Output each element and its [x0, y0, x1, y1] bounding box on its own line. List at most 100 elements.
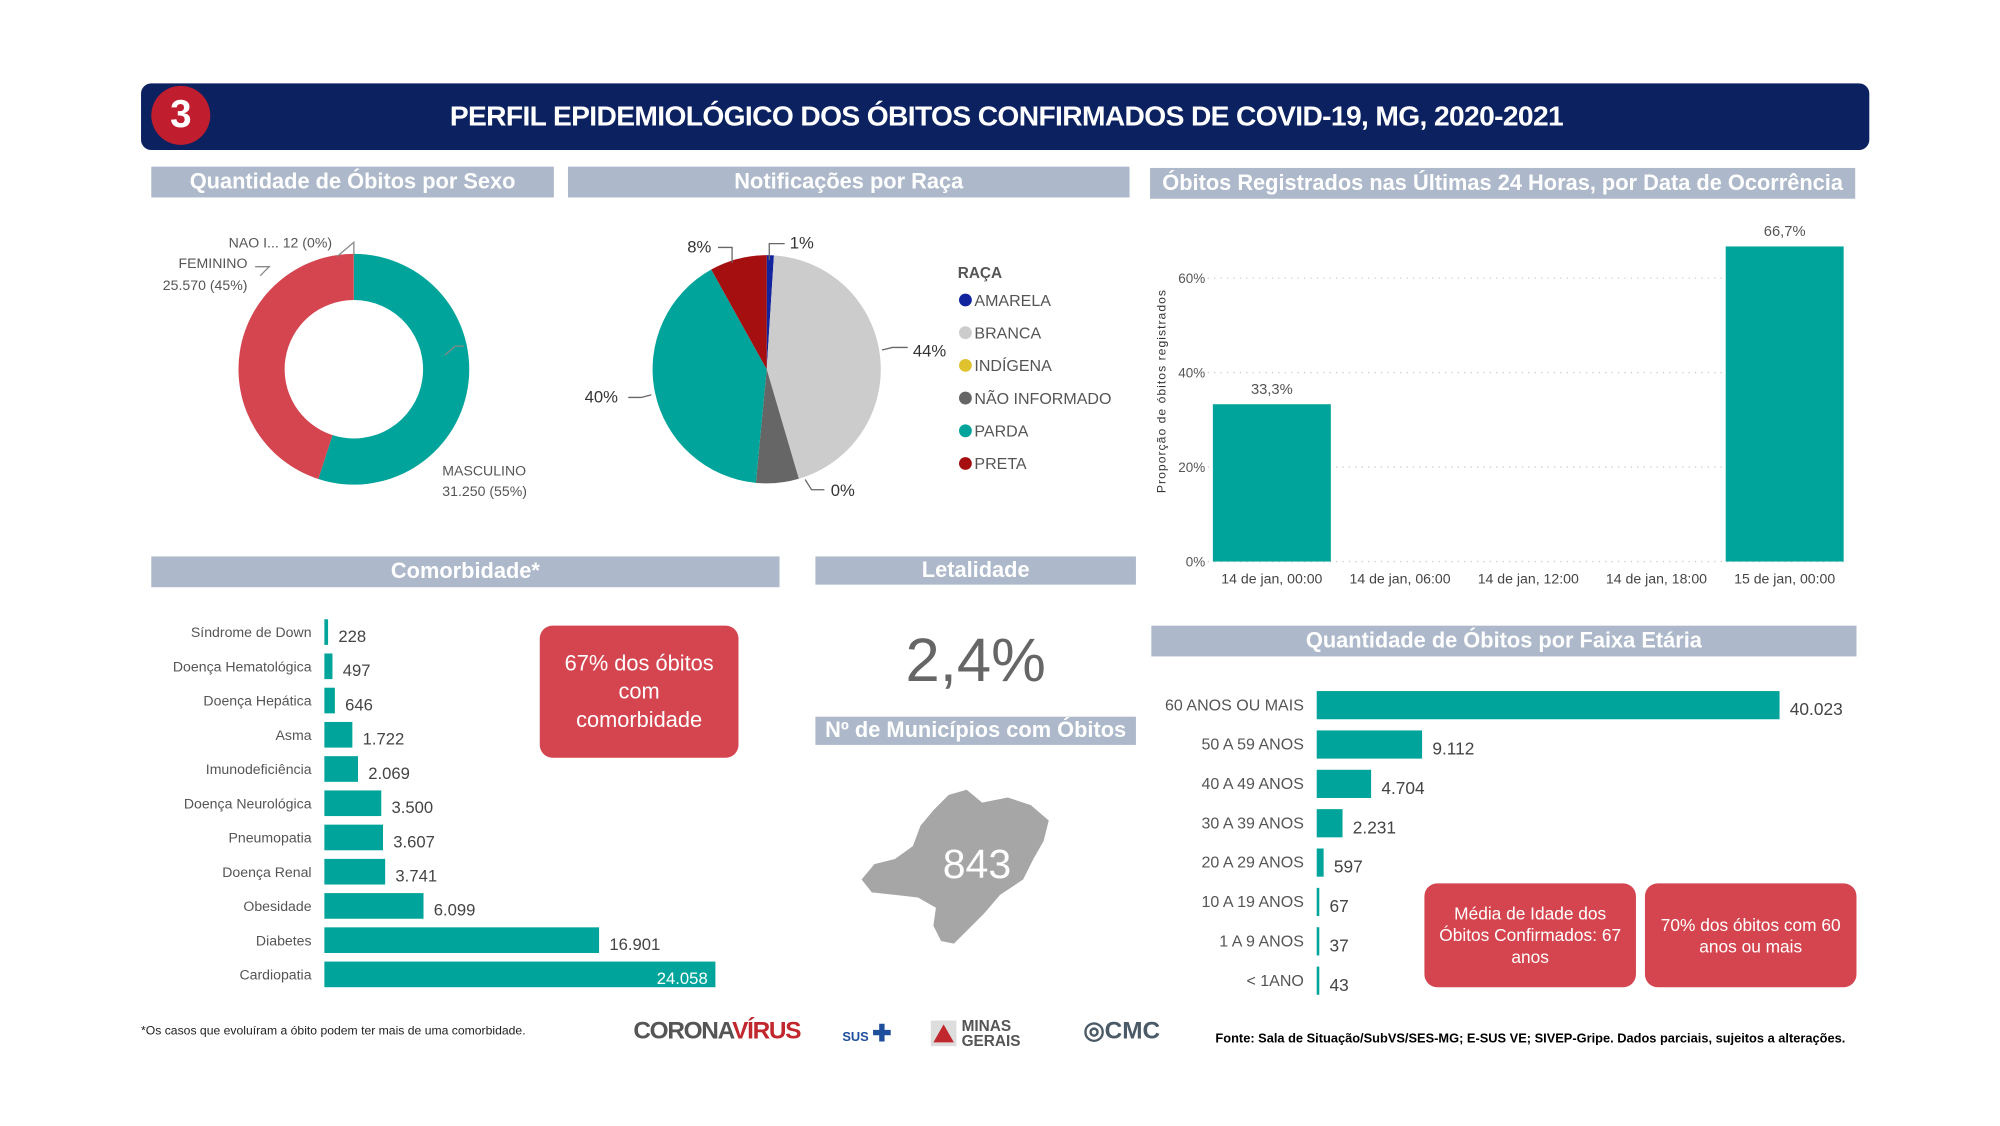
category-label: Diabetes [256, 932, 312, 948]
y-tick-label: 40% [1178, 366, 1205, 381]
category-label: Doença Renal [222, 864, 311, 880]
y-axis-label: Proporção de óbitos registrados [1154, 289, 1168, 493]
feminino-label: FEMININO [179, 255, 248, 271]
data-label: 2.069 [368, 764, 410, 783]
masculino-value: 31.250 (55%) [442, 483, 527, 499]
municipios-value: 843 [897, 841, 1056, 888]
pie-label-parda: 40% [585, 388, 619, 407]
x-tick-label: 14 de jan, 12:00 [1478, 570, 1579, 586]
legend-marker-icon [959, 424, 972, 437]
bar [1317, 967, 1320, 995]
bar [324, 688, 335, 714]
bar [324, 722, 352, 748]
x-tick-label: 14 de jan, 18:00 [1606, 570, 1707, 586]
category-label: 60 ANOS OU MAIS [1165, 696, 1304, 714]
y-tick-label: 60% [1178, 271, 1205, 286]
data-label: 6.099 [434, 901, 476, 920]
bar [324, 756, 358, 782]
masculino-label: MASCULINO [442, 463, 526, 479]
category-label: 30 A 39 ANOS [1201, 814, 1303, 832]
letalidade-value: 2,4% [815, 626, 1136, 697]
data-label: 597 [1334, 857, 1363, 877]
bar [1317, 927, 1320, 955]
bar [1317, 888, 1320, 916]
media-idade-callout: Média de Idade dos Óbitos Confirmados: 6… [1424, 883, 1636, 987]
leader-line [628, 395, 651, 398]
data-label: 497 [343, 661, 371, 680]
legend-item: PRETA [974, 455, 1027, 473]
legend-item: NÃO INFORMADO [974, 388, 1111, 408]
legend-item: PARDA [974, 423, 1028, 441]
category-label: 50 A 59 ANOS [1201, 736, 1303, 754]
sexo-donut-chart: MASCULINO 31.250 (55%) FEMININO 25.570 (… [141, 218, 564, 526]
section-title-faixa-etaria: Quantidade de Óbitos por Faixa Etária [1151, 626, 1856, 657]
section-title-sexo: Quantidade de Óbitos por Sexo [151, 167, 554, 198]
bar [1317, 691, 1780, 719]
minas-gerais-logo-mark [931, 1021, 957, 1047]
bar [1726, 246, 1844, 561]
legend-marker-icon [959, 457, 972, 470]
bar [1317, 809, 1343, 837]
x-tick-label: 15 de jan, 00:00 [1734, 570, 1835, 586]
data-label: 9.112 [1432, 739, 1474, 759]
data-label: 16.901 [609, 935, 660, 954]
nao-informado-label: NAO I... 12 (0%) [229, 234, 332, 250]
category-label: Doença Hematológica [173, 658, 312, 674]
data-label: 37 [1330, 935, 1349, 955]
pie-label-branca: 44% [913, 341, 947, 360]
legend-item: AMARELA [974, 292, 1051, 310]
section-title-comorbidade: Comorbidade* [151, 556, 779, 587]
bar [324, 653, 332, 679]
data-label: 2.231 [1353, 817, 1396, 837]
data-label: 1.722 [363, 730, 405, 749]
bar [1317, 770, 1371, 798]
legend-marker-icon [959, 359, 972, 372]
pie-label-indigena: 0% [831, 481, 855, 500]
data-source: Fonte: Sala de Situação/SubVS/SES-MG; E-… [1215, 1032, 1845, 1046]
leader-line [805, 480, 824, 490]
category-label: 10 A 19 ANOS [1201, 893, 1303, 911]
pie-label-amarela: 1% [790, 234, 814, 253]
sessenta-anos-callout: 70% dos óbitos com 60 anos ou mais [1645, 883, 1857, 987]
legend-item: INDÍGENA [974, 356, 1052, 375]
legend-item: BRANCA [974, 324, 1041, 342]
sus-logo: SUS ✚ [842, 1021, 891, 1048]
bar [324, 893, 423, 919]
leader-line [718, 247, 732, 262]
footnote: *Os casos que evoluíram a óbito podem te… [141, 1024, 526, 1038]
bar [1317, 730, 1422, 758]
category-label: 40 A 49 ANOS [1201, 775, 1303, 793]
legend-marker-icon [959, 392, 972, 405]
data-label: 66,7% [1764, 224, 1806, 240]
legend-title: RAÇA [958, 265, 1002, 282]
category-label: 1 A 9 ANOS [1219, 932, 1304, 950]
category-label: Doença Hepática [203, 693, 311, 709]
x-tick-label: 14 de jan, 00:00 [1221, 570, 1322, 586]
coronavirus-logo: CORONAVÍRUS [633, 1018, 800, 1046]
bar [324, 619, 328, 645]
data-label: 40.023 [1790, 699, 1843, 719]
bar [1213, 404, 1331, 561]
bar [324, 790, 381, 816]
data-label: 228 [338, 627, 366, 646]
bar [324, 825, 383, 851]
bar [324, 927, 599, 953]
category-label: Cardiopatia [239, 967, 311, 983]
bar [1317, 848, 1324, 876]
legend-marker-icon [959, 294, 972, 307]
section-title-ultimas24: Óbitos Registrados nas Últimas 24 Horas,… [1150, 168, 1855, 199]
section-number-badge: 3 [151, 86, 210, 145]
page-title: PERFIL EPIDEMIOLÓGICO DOS ÓBITOS CONFIRM… [218, 83, 1795, 150]
y-tick-label: 0% [1186, 555, 1205, 570]
raca-pie-chart: 1% 44% 0% 40% 8% RAÇA AMARELABRANCAINDÍG… [564, 218, 1141, 526]
section-title-municipios: Nº de Municípios com Óbitos [815, 717, 1136, 745]
legend-marker-icon [959, 326, 972, 339]
data-label: 3.500 [392, 798, 434, 817]
section-title-letalidade: Letalidade [815, 556, 1136, 584]
data-label: 646 [345, 695, 373, 714]
feminino-value: 25.570 (45%) [163, 277, 248, 293]
data-label: 3.607 [393, 832, 435, 851]
data-label: 4.704 [1381, 778, 1425, 798]
x-tick-label: 14 de jan, 06:00 [1350, 570, 1451, 586]
